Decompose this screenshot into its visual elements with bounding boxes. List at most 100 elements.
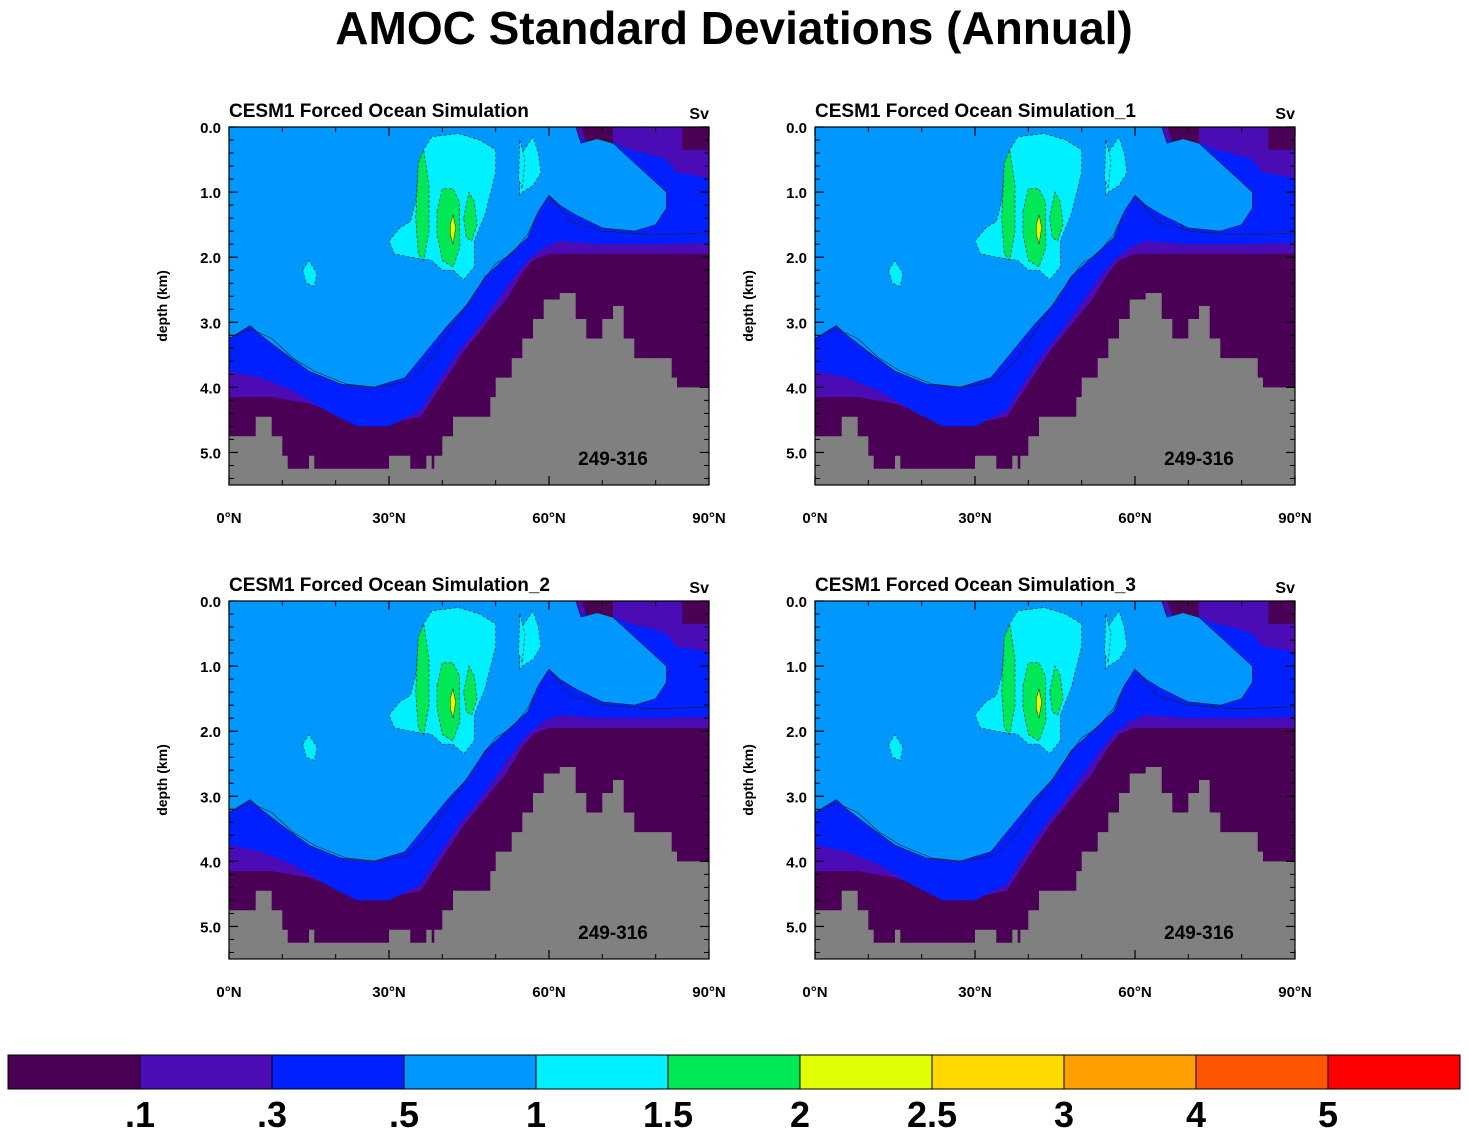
period-label: 249-316 (578, 449, 648, 470)
y-axis-label: depth (km) (154, 744, 170, 816)
contour-field (815, 601, 1295, 959)
y-tick-label: 0.0 (786, 120, 807, 137)
contour-level-5 (518, 139, 526, 189)
y-tick-label: 3.0 (786, 789, 807, 806)
contour-level-5 (518, 613, 526, 663)
contour-level-6 (415, 148, 430, 262)
plot-frame (814, 126, 1296, 486)
y-tick-label: 4.0 (786, 854, 807, 871)
contour-level-7 (450, 688, 456, 719)
colorbar-swatch (271, 1054, 405, 1090)
contour-level-6 (1049, 665, 1064, 716)
y-axis-label: depth (km) (740, 744, 756, 816)
units-label: Sv (689, 580, 709, 597)
contour-level-6 (415, 622, 430, 736)
contour-line (229, 668, 709, 862)
colorbar-label: .1 (125, 1094, 155, 1135)
x-tick-label: 60°N (532, 510, 566, 527)
y-tick-label: 1.0 (786, 659, 807, 676)
contour-level-6 (463, 665, 478, 716)
plot-frame (228, 126, 710, 486)
x-tick-label: 30°N (958, 510, 992, 527)
contour-level-5 (888, 733, 904, 761)
x-tick-label: 0°N (802, 984, 827, 1001)
panel-title: CESM1 Forced Ocean Simulation (229, 101, 529, 122)
y-axis-label: depth (km) (740, 270, 756, 342)
x-tick-label: 60°N (532, 984, 566, 1001)
contour-level-2-north (1156, 127, 1295, 180)
panel-title: CESM1 Forced Ocean Simulation_1 (815, 101, 1136, 122)
contour-level-2-north (1156, 601, 1295, 654)
y-tick-label: 4.0 (200, 854, 221, 871)
y-tick-label: 4.0 (786, 380, 807, 397)
y-tick-label: 5.0 (200, 919, 221, 936)
colorbar-label: 2.5 (907, 1094, 957, 1135)
y-tick-label: 1.0 (200, 185, 221, 202)
colorbar-swatch (403, 1054, 537, 1090)
chart-panel-2: 0.0 1.0 2.0 3.0 4.0 5.0 0°N 30°N 60°N 90°N depth (… (740, 101, 1312, 527)
y-tick-label: 2.0 (786, 250, 807, 267)
colorbar-swatch (667, 1054, 801, 1090)
x-tick-label: 30°N (958, 984, 992, 1001)
contour-level-5 (1104, 139, 1112, 189)
contour-level-5 (302, 733, 318, 761)
colorbar-label: 5 (1318, 1094, 1338, 1135)
colorbar-label: 1 (526, 1094, 546, 1135)
y-tick-label: 2.0 (786, 724, 807, 741)
contour-level-5 (1104, 613, 1112, 663)
units-label: Sv (1275, 106, 1295, 123)
contour-level-6 (436, 188, 461, 268)
panel-title: CESM1 Forced Ocean Simulation_2 (229, 575, 550, 596)
colorbar-label: 3 (1054, 1094, 1074, 1135)
x-tick-label: 90°N (1278, 510, 1312, 527)
colorbar-label: 1.5 (643, 1094, 693, 1135)
contour-level-6 (463, 191, 478, 242)
contour-level-6 (1001, 148, 1016, 262)
colorbar-label: .5 (389, 1094, 419, 1135)
contour-level-7 (1036, 214, 1042, 245)
period-label: 249-316 (578, 923, 648, 944)
y-tick-label: 4.0 (200, 380, 221, 397)
colorbar-label: 2 (790, 1094, 810, 1135)
y-tick-label: 2.0 (200, 724, 221, 741)
units-label: Sv (1275, 580, 1295, 597)
colorbar-swatch (7, 1054, 141, 1090)
contour-field (229, 127, 709, 485)
colorbar-label: 4 (1186, 1094, 1206, 1135)
contour-level-6 (1022, 188, 1047, 268)
colorbar-swatch (1063, 1054, 1197, 1090)
period-label: 249-316 (1164, 449, 1234, 470)
y-tick-label: 5.0 (786, 919, 807, 936)
units-label: Sv (689, 106, 709, 123)
y-axis-label: depth (km) (154, 270, 170, 342)
contour-level-6 (1001, 622, 1016, 736)
chart-panel-4: 0.0 1.0 2.0 3.0 4.0 5.0 0°N 30°N 60°N 90°N depth (… (740, 575, 1312, 1001)
contour-level-7 (450, 214, 456, 245)
colorbar-swatch (139, 1054, 273, 1090)
x-tick-label: 0°N (802, 510, 827, 527)
y-tick-label: 1.0 (200, 659, 221, 676)
contour-level-2-north (570, 601, 709, 654)
contour-field (815, 127, 1295, 485)
y-tick-label: 0.0 (786, 594, 807, 611)
contour-level-5 (302, 259, 318, 287)
colorbar-swatch (1327, 1054, 1461, 1090)
main-title: AMOC Standard Deviations (Annual) (335, 2, 1133, 54)
x-tick-label: 0°N (216, 510, 241, 527)
colorbar-swatch (535, 1054, 669, 1090)
contour-line (815, 668, 1295, 862)
colorbar-swatch (799, 1054, 933, 1090)
x-tick-label: 90°N (692, 510, 726, 527)
contour-level-6 (436, 662, 461, 742)
x-tick-label: 60°N (1118, 510, 1152, 527)
plot-frame (228, 600, 710, 960)
contour-level-2-north (570, 127, 709, 180)
y-tick-label: 0.0 (200, 594, 221, 611)
colorbar-swatch (1195, 1054, 1329, 1090)
contour-line (229, 194, 709, 388)
y-tick-label: 3.0 (200, 315, 221, 332)
contour-line (815, 194, 1295, 388)
x-tick-label: 90°N (1278, 984, 1312, 1001)
contour-level-7 (1036, 688, 1042, 719)
colorbar-swatch (931, 1054, 1065, 1090)
